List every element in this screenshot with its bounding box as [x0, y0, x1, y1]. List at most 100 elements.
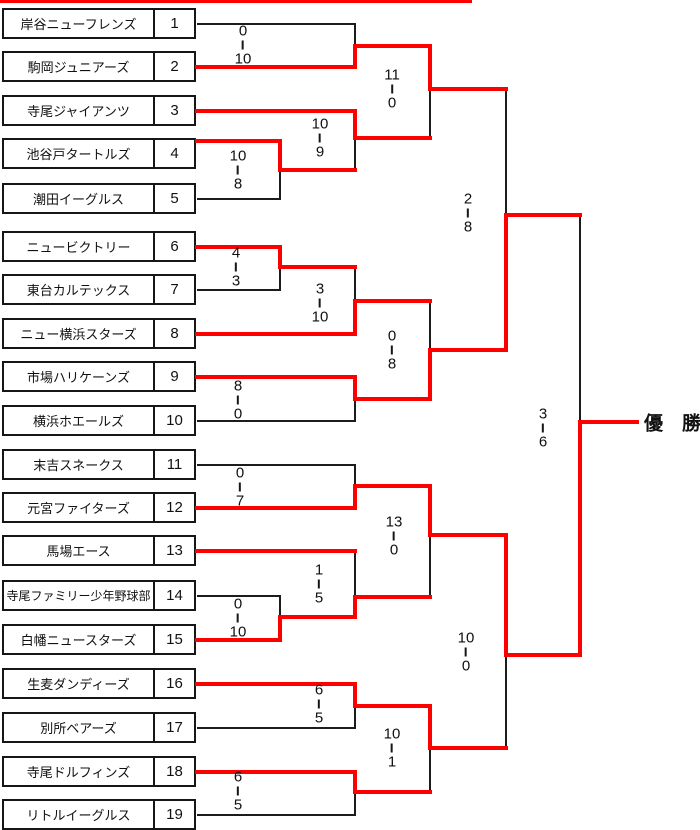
- score-separator: [390, 84, 393, 94]
- champion-label: 優 勝: [644, 413, 700, 435]
- team-box-12: 元宮ファイターズ 12: [2, 492, 196, 523]
- team-seed: 17: [153, 714, 194, 741]
- team-name: 生麦ダンディーズ: [27, 677, 130, 692]
- score-separator: [242, 40, 244, 50]
- score-bottom: 1: [387, 753, 397, 771]
- score-bottom: 0: [233, 405, 243, 423]
- score-separator: [239, 482, 241, 492]
- team-box-8: ニュー横浜スターズ 8: [2, 318, 196, 349]
- winner-path-line: [353, 704, 432, 708]
- team-seed: 1: [153, 10, 194, 37]
- score-separator: [391, 345, 393, 355]
- bracket-line: [354, 266, 356, 302]
- winner-path-line: [428, 87, 508, 91]
- bracket-line: [197, 464, 355, 466]
- winner-path-line: [195, 245, 282, 249]
- team-box-14: 寺尾ファミリー少年野球部 14: [2, 580, 196, 611]
- team-name: 末吉スネークス: [33, 458, 124, 473]
- team-name: リトルイーグルス: [26, 808, 131, 823]
- score-label-sf-12v16: 10 0: [458, 631, 475, 674]
- bracket-line: [354, 23, 356, 47]
- winner-path-line: [353, 44, 357, 69]
- score-top: 0: [387, 327, 397, 345]
- score-separator: [318, 579, 320, 589]
- score-bottom: 5: [314, 709, 324, 727]
- score-bottom: 0: [389, 541, 399, 559]
- score-label-1v2: 0 10: [235, 24, 252, 67]
- team-seed: 12: [153, 494, 194, 521]
- score-separator: [391, 743, 393, 753]
- winner-path-line: [278, 139, 282, 172]
- winner-path-line: [428, 348, 508, 352]
- winner-path-line: [353, 595, 432, 599]
- score-top: 11: [384, 66, 400, 84]
- bracket-line: [505, 88, 507, 216]
- bracket-line: [354, 398, 356, 422]
- score-bottom: 5: [233, 796, 243, 814]
- team-box-13: 馬場エース 13: [2, 535, 196, 566]
- team-name: ニュー横浜スターズ: [20, 327, 137, 342]
- winner-path-line: [353, 682, 357, 708]
- team-box-11: 末吉スネークス 11: [2, 449, 196, 480]
- team-box-3: 寺尾ジャイアンツ 3: [2, 95, 196, 126]
- team-name: 市場ハリケーンズ: [26, 370, 131, 385]
- team-seed: 19: [153, 801, 194, 828]
- team-name: 寺尾ファミリー少年野球部: [6, 589, 151, 603]
- bracket-line: [279, 595, 281, 618]
- score-label-4v5: 10 8: [230, 149, 247, 192]
- bracket-line: [429, 534, 431, 598]
- winner-path-line: [504, 533, 508, 657]
- score-bottom: 0: [387, 94, 397, 112]
- team-name: 潮田イーグルス: [32, 192, 124, 207]
- score-bottom: 8: [387, 355, 397, 373]
- team-seed: 5: [153, 185, 194, 212]
- bracket-line: [505, 654, 507, 749]
- team-box-2: 駒岡ジュニアーズ 2: [2, 51, 196, 82]
- score-top: 10: [457, 629, 475, 647]
- winner-path-line: [353, 595, 357, 619]
- team-name: 寺尾ドルフィンズ: [26, 765, 131, 780]
- bracket-line: [429, 88, 431, 139]
- score-label-3v4: 10 9: [312, 117, 329, 160]
- team-name: 横浜ホエールズ: [32, 414, 124, 429]
- winner-path-line: [195, 332, 357, 336]
- winner-path-line: [428, 348, 432, 401]
- team-name: ニュービクトリー: [26, 240, 131, 255]
- score-bottom: 8: [233, 175, 243, 193]
- team-box-5: 潮田イーグルス 5: [2, 183, 196, 214]
- team-seed: 11: [153, 451, 194, 478]
- winner-path-line: [428, 484, 432, 537]
- score-separator: [237, 395, 239, 405]
- team-seed: 16: [153, 670, 194, 697]
- winner-path-line: [195, 109, 357, 113]
- winner-path-line: [353, 484, 357, 510]
- team-box-10: 横浜ホエールズ 10: [2, 405, 196, 436]
- score-separator: [237, 786, 239, 796]
- team-seed: 6: [153, 233, 194, 260]
- score-label-6v8: 3 10: [312, 282, 329, 325]
- score-separator: [237, 165, 239, 175]
- score-label-14v15: 0 10: [230, 597, 247, 640]
- score-bottom: 6: [538, 433, 548, 451]
- winner-path-line: [504, 213, 582, 217]
- winner-path-line: [353, 109, 357, 140]
- score-top: 3: [315, 280, 325, 298]
- score-label-2v3: 11 0: [384, 68, 400, 111]
- bracket-line: [197, 23, 355, 25]
- winner-path-line: [278, 168, 357, 172]
- team-seed: 9: [153, 363, 194, 390]
- score-top: 0: [235, 464, 245, 482]
- winner-path-line: [278, 265, 357, 269]
- team-box-1: 岸谷ニューフレンズ 1: [2, 8, 196, 39]
- score-separator: [542, 423, 544, 433]
- team-seed: 8: [153, 320, 194, 347]
- team-seed: 14: [153, 582, 194, 609]
- team-name: 馬場エース: [46, 544, 111, 559]
